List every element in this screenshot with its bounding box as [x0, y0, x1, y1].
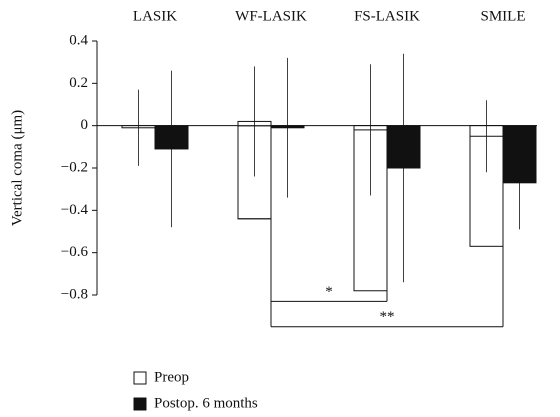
legend-swatch	[133, 397, 147, 411]
y-axis-label: Vertical coma (μm)	[9, 110, 25, 226]
y-tick-label: 0.2	[69, 75, 88, 91]
sig-label: **	[380, 309, 395, 325]
category-label: LASIK	[133, 8, 177, 24]
category-label: WF-LASIK	[235, 8, 307, 24]
legend-label: Postop. 6 months	[154, 395, 258, 411]
y-tick-label: −0.8	[61, 286, 88, 302]
legend-swatch	[133, 371, 147, 385]
y-tick-label: −0.2	[61, 159, 88, 175]
y-tick-label: 0	[81, 117, 89, 133]
y-tick-label: −0.4	[61, 202, 89, 218]
category-label: FS-LASIK	[354, 8, 420, 24]
category-label: SMILE	[481, 8, 526, 24]
legend-label: Preop	[154, 369, 189, 385]
y-tick-label: 0.4	[69, 32, 88, 48]
y-tick-label: −0.6	[61, 244, 89, 260]
sig-label: *	[325, 284, 333, 300]
